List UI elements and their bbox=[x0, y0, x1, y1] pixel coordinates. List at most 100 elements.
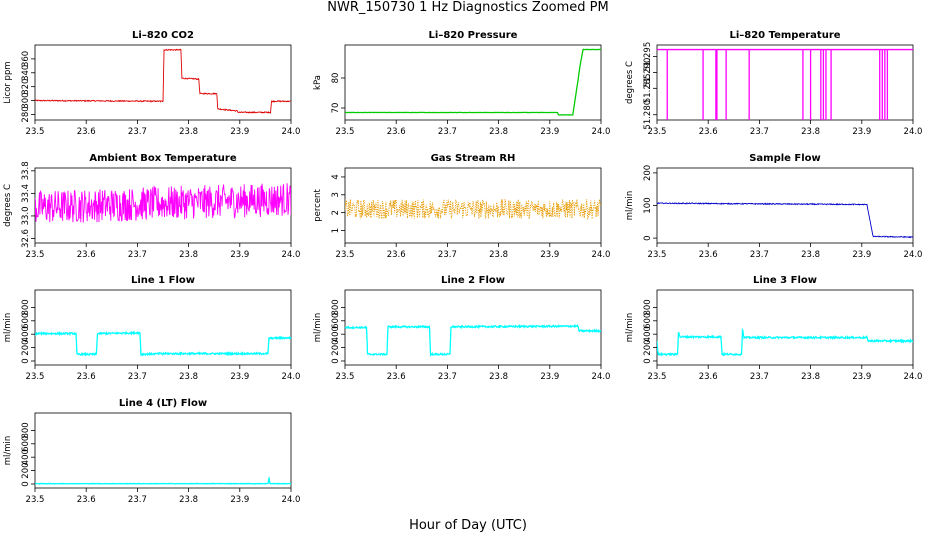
y-tick-label: 400 bbox=[21, 326, 31, 342]
y-tick-label: 33.0 bbox=[21, 206, 31, 225]
y-tick-label: 33.4 bbox=[21, 184, 31, 203]
x-tick-label: 23.8 bbox=[179, 372, 198, 382]
x-tick-label: 23.8 bbox=[801, 250, 820, 260]
x-tick-label: 23.6 bbox=[77, 250, 96, 260]
x-tick-label: 24.0 bbox=[282, 372, 301, 382]
panel-title: Line 1 Flow bbox=[131, 275, 195, 286]
x-tick-label: 23.8 bbox=[179, 250, 198, 260]
panel-title: Li–820 CO2 bbox=[132, 30, 194, 41]
y-axis-label: ml/min bbox=[3, 436, 13, 466]
y-tick-label: 4 bbox=[331, 174, 341, 179]
x-tick-label: 23.8 bbox=[801, 372, 820, 382]
panel-title: Line 4 (LT) Flow bbox=[119, 398, 207, 409]
plot-frame bbox=[34, 44, 292, 121]
y-tick-label: 600 bbox=[21, 313, 31, 329]
x-tick-label: 23.8 bbox=[489, 250, 508, 260]
y-axis-label: kPa bbox=[313, 75, 323, 90]
y-tick-label: 51.290 bbox=[643, 58, 653, 88]
x-tick-label: 24.0 bbox=[904, 250, 923, 260]
x-tick-label: 24.0 bbox=[282, 250, 301, 260]
x-tick-label: 23.6 bbox=[387, 372, 406, 382]
plot-frame bbox=[344, 44, 602, 121]
panel-6: Sample Flow 23.5 23.6 23.7 23.8 23.9 24.0 0 100 2… bbox=[625, 153, 922, 260]
panel-title: Li–820 Temperature bbox=[729, 30, 840, 41]
x-tick-label: 23.8 bbox=[801, 127, 820, 137]
panel-title: Sample Flow bbox=[749, 153, 821, 164]
x-tick-label: 23.8 bbox=[179, 127, 198, 137]
x-tick-label: 23.7 bbox=[128, 250, 147, 260]
data-area bbox=[345, 48, 601, 116]
x-tick-label: 23.5 bbox=[336, 127, 355, 137]
y-tick-label: 70 bbox=[331, 103, 341, 114]
y-tick-label: 0 bbox=[21, 358, 31, 363]
data-area bbox=[657, 327, 913, 357]
plot-frame bbox=[656, 44, 914, 121]
y-tick-label: 0 bbox=[643, 235, 653, 240]
x-tick-label: 23.9 bbox=[540, 250, 559, 260]
data-area bbox=[35, 330, 291, 357]
panel-title: Line 2 Flow bbox=[441, 275, 505, 286]
x-tick-label: 23.9 bbox=[230, 372, 249, 382]
y-tick-label: 400 bbox=[643, 326, 653, 342]
x-tick-label: 23.5 bbox=[26, 250, 45, 260]
y-tick-label: 51.295 bbox=[643, 42, 653, 72]
y-tick-label: 300 bbox=[21, 92, 31, 108]
y-axis-label: degrees C bbox=[625, 61, 635, 104]
data-area bbox=[345, 323, 601, 358]
panel-10: Line 4 (LT) Flow 23.5 23.6 23.7 23.8 23.9 24.0… bbox=[3, 398, 300, 505]
data-area bbox=[657, 202, 913, 239]
plot-frame bbox=[34, 289, 292, 366]
x-tick-label: 23.9 bbox=[852, 372, 871, 382]
series-line bbox=[345, 48, 601, 116]
x-tick-label: 23.5 bbox=[648, 250, 667, 260]
panel-title: Li–820 Pressure bbox=[429, 30, 518, 41]
x-tick-label: 24.0 bbox=[904, 127, 923, 137]
y-tick-label: 600 bbox=[21, 436, 31, 452]
x-tick-label: 23.6 bbox=[699, 372, 718, 382]
series-line bbox=[35, 476, 291, 485]
y-tick-label: 0 bbox=[331, 358, 341, 363]
panel-4: Ambient Box Temperature 23.5 23.6 23.7 23.8 2… bbox=[3, 153, 300, 260]
y-axis-label: ml/min bbox=[625, 313, 635, 343]
y-axis-label: ml/min bbox=[3, 313, 13, 343]
x-tick-label: 23.9 bbox=[230, 127, 249, 137]
x-tick-label: 23.9 bbox=[540, 372, 559, 382]
y-tick-label: 200 bbox=[21, 339, 31, 355]
x-tick-label: 23.8 bbox=[179, 495, 198, 505]
y-axis-label: degrees C bbox=[3, 184, 13, 227]
y-tick-label: 400 bbox=[331, 326, 341, 342]
x-tick-label: 24.0 bbox=[282, 495, 301, 505]
series-line bbox=[657, 48, 913, 120]
panel-5: Gas Stream RH 23.5 23.6 23.7 23.8 23.9 24.0 1 2 3… bbox=[313, 153, 610, 260]
figure-title: NWR_150730 1 Hz Diagnostics Zoomed PM bbox=[327, 0, 609, 15]
x-tick-label: 24.0 bbox=[904, 372, 923, 382]
x-tick-label: 23.9 bbox=[230, 495, 249, 505]
x-tick-label: 23.6 bbox=[77, 127, 96, 137]
y-tick-label: 33.8 bbox=[21, 161, 31, 180]
y-tick-label: 32.6 bbox=[21, 229, 31, 248]
panel-title: Line 3 Flow bbox=[753, 275, 817, 286]
y-tick-label: 51.285 bbox=[643, 73, 653, 103]
y-tick-label: 200 bbox=[643, 165, 653, 181]
y-tick-label: 320 bbox=[21, 79, 31, 95]
panel-1: Li–820 CO2 23.5 23.6 23.7 23.8 23.9 24.0 280300… bbox=[3, 30, 300, 137]
x-tick-label: 23.6 bbox=[387, 127, 406, 137]
x-tick-label: 24.0 bbox=[592, 127, 611, 137]
x-tick-label: 23.6 bbox=[77, 372, 96, 382]
x-tick-label: 24.0 bbox=[592, 372, 611, 382]
y-axis-label: ml/min bbox=[313, 313, 323, 343]
plot-frame bbox=[656, 167, 914, 244]
x-tick-label: 23.7 bbox=[438, 372, 457, 382]
y-tick-label: 800 bbox=[643, 299, 653, 315]
x-tick-label: 23.5 bbox=[26, 372, 45, 382]
x-tick-label: 24.0 bbox=[592, 250, 611, 260]
x-tick-label: 23.7 bbox=[438, 127, 457, 137]
y-tick-label: 3 bbox=[331, 192, 341, 197]
series-line bbox=[35, 48, 291, 115]
x-tick-label: 23.9 bbox=[852, 250, 871, 260]
y-tick-label: 280 bbox=[21, 106, 31, 122]
series-line bbox=[657, 202, 913, 239]
x-tick-label: 23.5 bbox=[26, 495, 45, 505]
x-tick-label: 24.0 bbox=[282, 127, 301, 137]
